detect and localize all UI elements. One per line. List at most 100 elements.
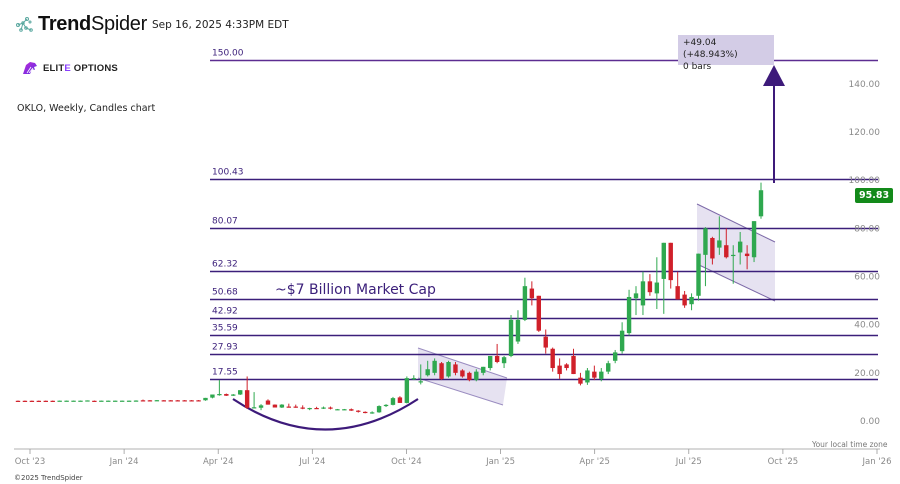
candle[interactable] bbox=[342, 408, 347, 411]
candle[interactable] bbox=[78, 400, 83, 402]
candle[interactable] bbox=[321, 406, 326, 409]
candle[interactable] bbox=[154, 400, 160, 402]
level-line-100.43[interactable]: 100.43 bbox=[210, 168, 878, 181]
level-line-42.92[interactable]: 42.92 bbox=[210, 307, 878, 320]
rounding-bottom-arc[interactable] bbox=[232, 398, 419, 431]
level-line-27.93[interactable]: 27.93 bbox=[210, 343, 878, 356]
candle[interactable] bbox=[286, 403, 292, 408]
level-line-50.68[interactable]: 50.68 bbox=[210, 288, 878, 301]
candle[interactable] bbox=[300, 405, 305, 410]
candle[interactable] bbox=[196, 400, 201, 402]
candle[interactable] bbox=[550, 347, 555, 372]
candle[interactable] bbox=[397, 396, 403, 403]
candle[interactable] bbox=[328, 406, 333, 410]
candle[interactable] bbox=[126, 400, 132, 402]
candle[interactable] bbox=[619, 322, 625, 354]
candle[interactable] bbox=[724, 228, 729, 259]
level-line-150.00[interactable]: 150.00 bbox=[210, 49, 878, 62]
candle[interactable] bbox=[161, 400, 167, 402]
candle[interactable] bbox=[758, 182, 764, 219]
candle[interactable] bbox=[85, 400, 90, 402]
candle[interactable] bbox=[737, 231, 743, 265]
candle[interactable] bbox=[418, 364, 423, 385]
candle[interactable] bbox=[564, 363, 569, 371]
candle[interactable] bbox=[50, 400, 55, 402]
candle[interactable] bbox=[251, 392, 257, 409]
candle[interactable] bbox=[390, 396, 396, 406]
candle[interactable] bbox=[43, 400, 48, 402]
candle[interactable] bbox=[557, 358, 562, 379]
candle[interactable] bbox=[168, 400, 173, 402]
candle[interactable] bbox=[113, 400, 118, 402]
candle[interactable] bbox=[175, 400, 180, 402]
candle[interactable] bbox=[578, 372, 583, 386]
candle[interactable] bbox=[22, 400, 28, 402]
candle[interactable] bbox=[147, 400, 153, 402]
candle[interactable] bbox=[92, 400, 97, 402]
candle[interactable] bbox=[99, 400, 104, 402]
candle[interactable] bbox=[494, 343, 500, 364]
candle[interactable] bbox=[731, 245, 736, 284]
candle[interactable] bbox=[529, 281, 535, 306]
level-line-17.55[interactable]: 17.55 bbox=[210, 368, 878, 381]
candle[interactable] bbox=[543, 329, 548, 354]
candle[interactable] bbox=[238, 390, 243, 395]
candle[interactable] bbox=[522, 277, 528, 322]
candle[interactable] bbox=[224, 393, 229, 396]
candle[interactable] bbox=[279, 404, 285, 408]
candle[interactable] bbox=[258, 404, 264, 411]
candle[interactable] bbox=[696, 253, 701, 301]
candle[interactable] bbox=[203, 397, 208, 401]
candle[interactable] bbox=[29, 400, 35, 402]
candle[interactable] bbox=[36, 400, 42, 402]
candle[interactable] bbox=[606, 360, 611, 375]
candle[interactable] bbox=[661, 242, 666, 314]
candle[interactable] bbox=[217, 380, 222, 396]
candle[interactable] bbox=[376, 405, 382, 413]
candle[interactable] bbox=[446, 360, 451, 378]
candle[interactable] bbox=[425, 360, 430, 377]
level-line-35.59[interactable]: 35.59 bbox=[210, 324, 878, 337]
candle[interactable] bbox=[585, 368, 590, 385]
candle[interactable] bbox=[682, 290, 687, 308]
candle[interactable] bbox=[362, 411, 368, 414]
candle[interactable] bbox=[744, 245, 750, 270]
candle[interactable] bbox=[106, 400, 111, 402]
candle[interactable] bbox=[571, 348, 576, 375]
candle[interactable] bbox=[369, 411, 375, 414]
candle[interactable] bbox=[453, 362, 458, 376]
candle[interactable] bbox=[140, 399, 146, 402]
level-line-62.32[interactable]: 62.32 bbox=[210, 260, 878, 273]
candle[interactable] bbox=[751, 221, 757, 263]
candle[interactable] bbox=[640, 271, 646, 316]
candle[interactable] bbox=[404, 376, 410, 404]
candle[interactable] bbox=[626, 289, 632, 336]
candle[interactable] bbox=[133, 400, 139, 402]
candle[interactable] bbox=[189, 400, 194, 402]
level-line-80.07[interactable]: 80.07 bbox=[210, 217, 878, 230]
candle[interactable] bbox=[612, 349, 618, 364]
candle[interactable] bbox=[15, 400, 21, 402]
candle[interactable] bbox=[703, 227, 708, 287]
candle[interactable] bbox=[265, 399, 271, 405]
candle[interactable] bbox=[356, 410, 361, 413]
candle[interactable] bbox=[119, 400, 125, 402]
timezone-note[interactable]: Your local time zone bbox=[812, 440, 888, 449]
candle[interactable] bbox=[349, 408, 354, 411]
candle[interactable] bbox=[57, 400, 62, 402]
candle[interactable] bbox=[668, 242, 673, 289]
candle[interactable] bbox=[474, 369, 479, 382]
candle[interactable] bbox=[710, 236, 715, 265]
candle[interactable] bbox=[467, 371, 472, 382]
candle[interactable] bbox=[231, 394, 236, 396]
candle[interactable] bbox=[293, 404, 298, 408]
candle[interactable] bbox=[633, 286, 639, 316]
candle[interactable] bbox=[411, 375, 417, 381]
candle[interactable] bbox=[654, 257, 660, 310]
candle[interactable] bbox=[689, 293, 694, 311]
candle[interactable] bbox=[536, 295, 541, 332]
candle[interactable] bbox=[460, 369, 465, 378]
descending-channel-2[interactable] bbox=[697, 204, 775, 301]
candle[interactable] bbox=[508, 315, 514, 358]
